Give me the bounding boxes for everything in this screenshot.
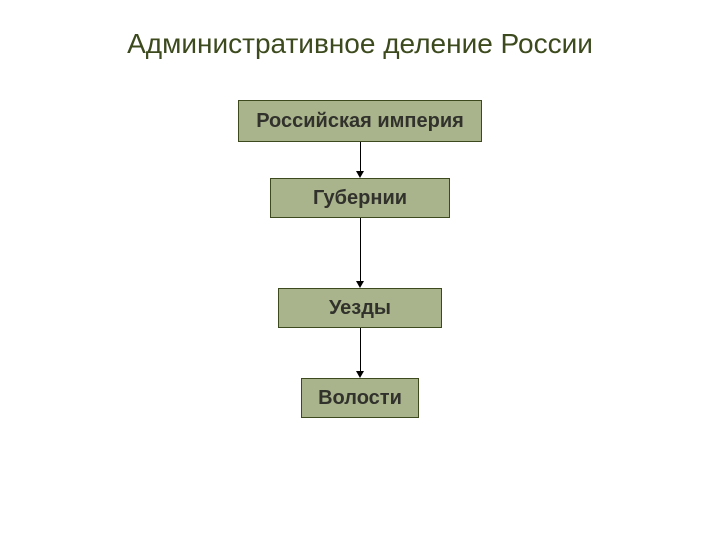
node-label: Российская империя	[256, 110, 464, 133]
arrow-line	[360, 328, 361, 372]
arrow-uezdy-to-volosti	[356, 328, 364, 378]
node-label: Волости	[318, 387, 402, 410]
arrow-empire-to-gubernii	[356, 142, 364, 178]
page-title: Административное деление России	[0, 28, 720, 60]
arrow-gubernii-to-uezdy	[356, 218, 364, 288]
node-label: Уезды	[329, 297, 391, 320]
arrow-line	[360, 218, 361, 282]
arrow-head-icon	[356, 371, 364, 378]
arrow-head-icon	[356, 171, 364, 178]
arrow-line	[360, 142, 361, 172]
node-label: Губернии	[313, 187, 407, 210]
node-empire: Российская империя	[238, 100, 482, 142]
hierarchy-diagram: Российская империя Губернии Уезды Волости	[0, 100, 720, 418]
node-gubernii: Губернии	[270, 178, 450, 218]
node-volosti: Волости	[301, 378, 419, 418]
node-uezdy: Уезды	[278, 288, 442, 328]
arrow-head-icon	[356, 281, 364, 288]
